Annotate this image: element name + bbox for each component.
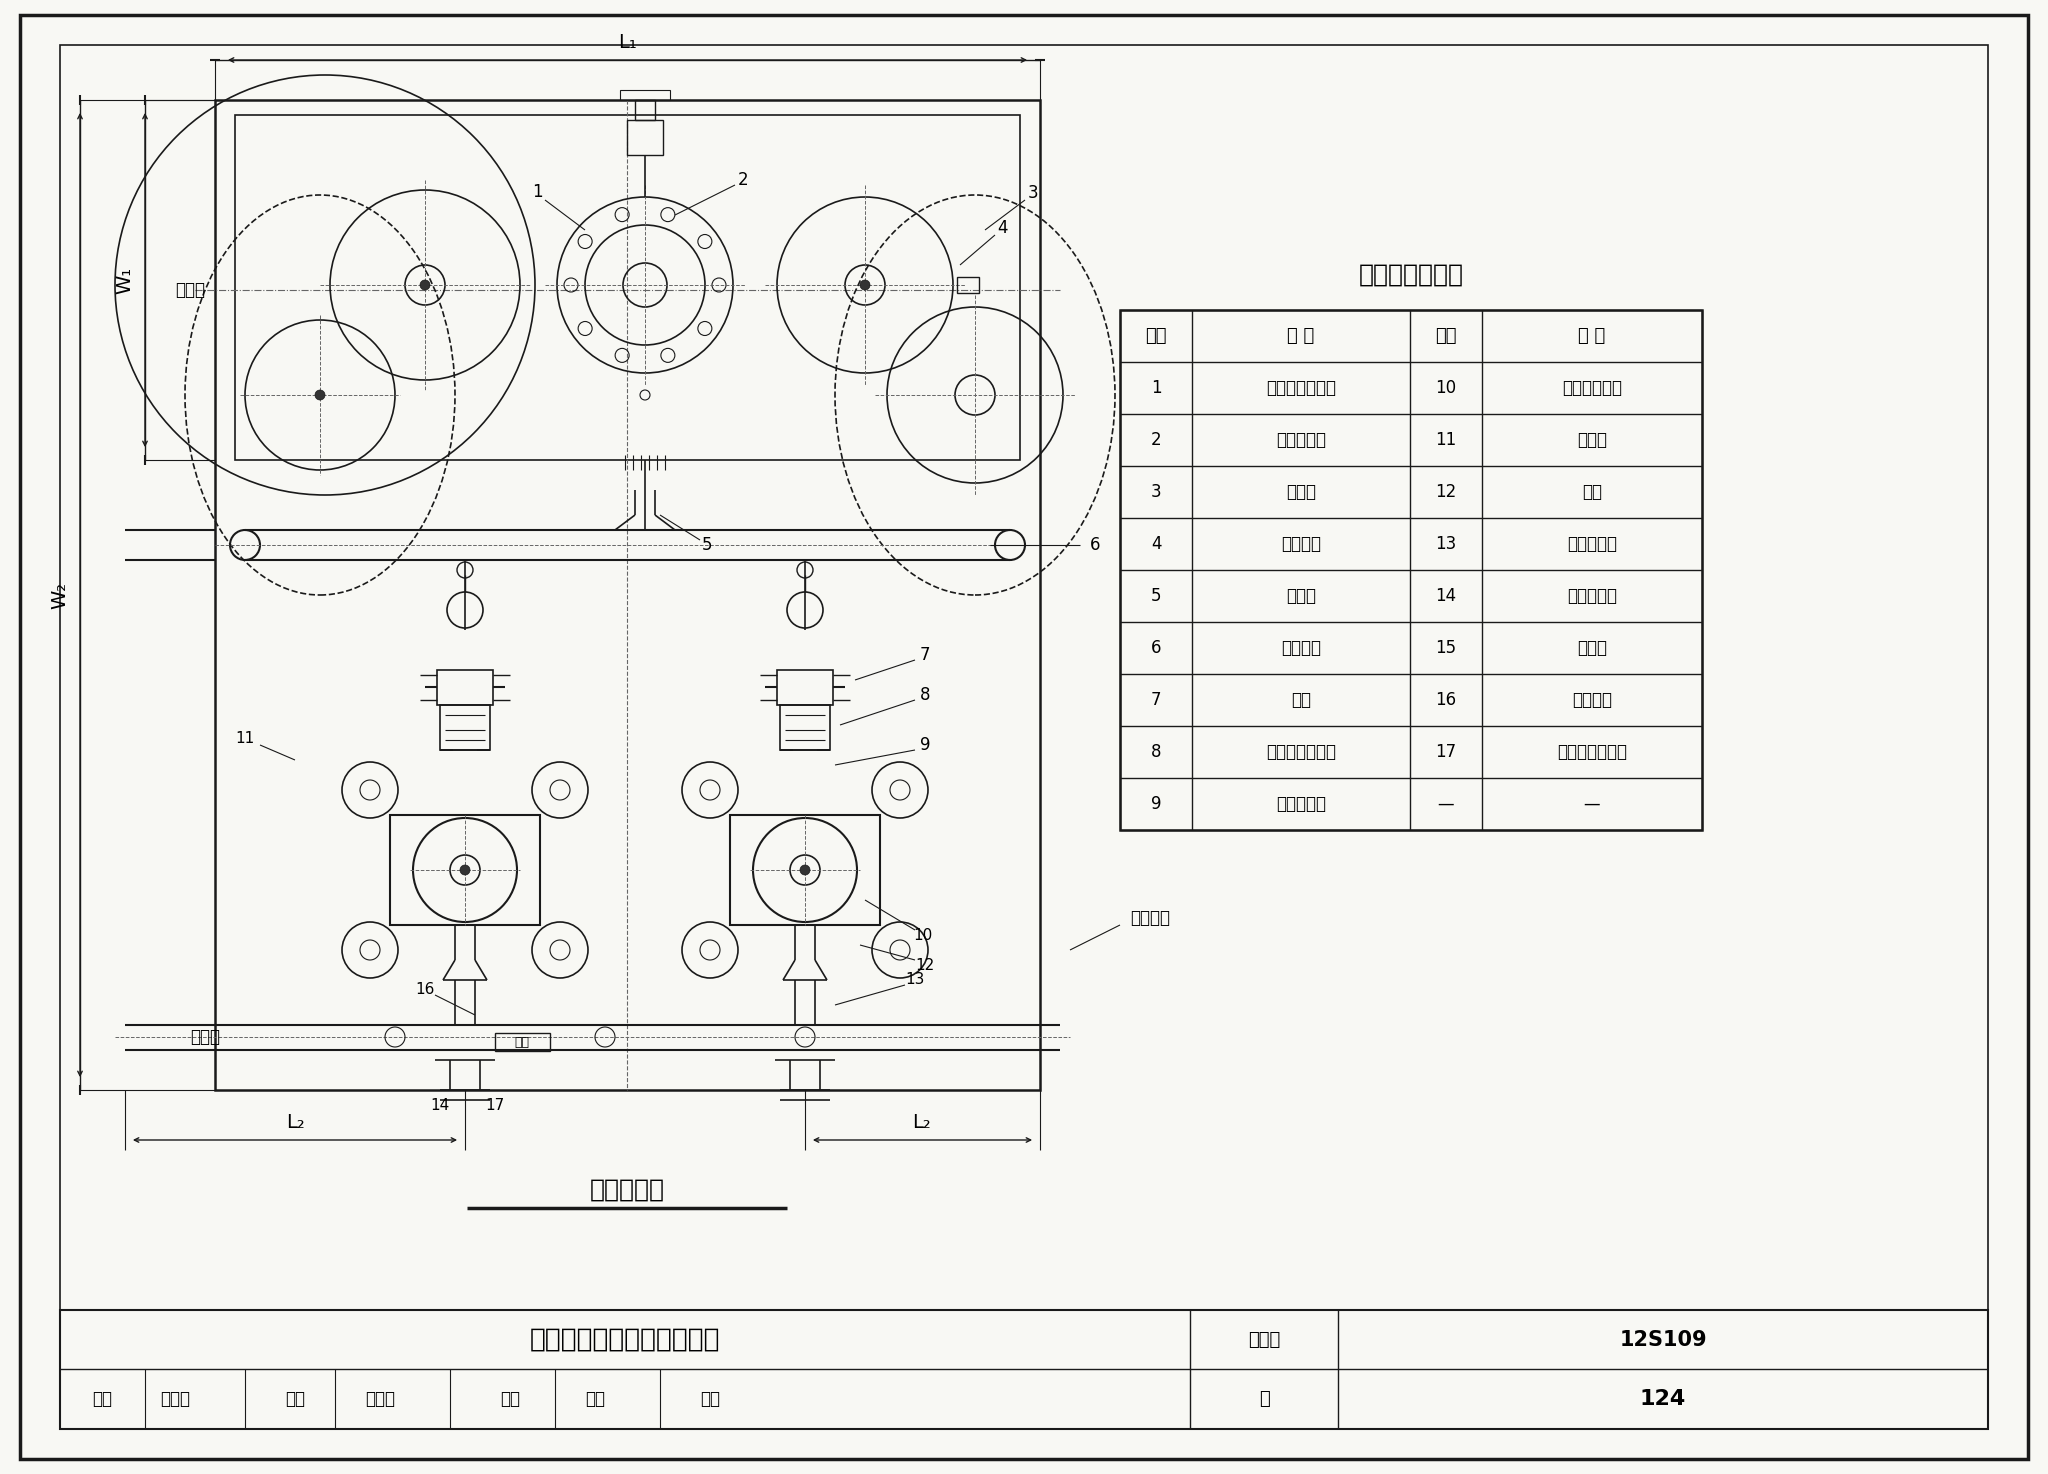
Text: 名 称: 名 称 [1579,327,1606,345]
Bar [436,671,494,705]
Text: 名 称: 名 称 [1288,327,1315,345]
Text: 排污口: 排污口 [1286,587,1317,604]
Circle shape [461,865,469,876]
Text: 17: 17 [1436,743,1456,761]
Text: 设备平面图: 设备平面图 [590,1178,664,1201]
Text: 可曲挠橡胶接头: 可曲挠橡胶接头 [1266,743,1335,761]
Text: 缓冲罐: 缓冲罐 [1286,483,1317,501]
Text: 偏心异径管: 偏心异径管 [1276,794,1325,814]
Text: 减振器: 减振器 [1577,430,1608,450]
Bar [389,815,541,926]
Bar [776,671,834,705]
Text: 2: 2 [1151,430,1161,450]
Text: —: — [1583,794,1599,814]
Bar [215,100,1040,1089]
Text: 出水干管: 出水干管 [1573,691,1612,709]
Text: 10: 10 [913,927,932,942]
Text: 页: 页 [1260,1390,1270,1408]
Bar [59,1310,1989,1428]
Text: 13: 13 [905,973,926,988]
Text: 就地压力表: 就地压力表 [1567,587,1618,604]
Text: 5: 5 [702,537,713,554]
Text: 标牌: 标牌 [514,1036,530,1048]
Text: 11: 11 [1436,430,1456,450]
Text: 进水压力传感器: 进水压力传感器 [1266,379,1335,397]
Text: 流量控制器: 流量控制器 [1276,430,1325,450]
Text: —: — [1438,794,1454,814]
Text: 13: 13 [1436,535,1456,553]
Bar [780,705,829,750]
Circle shape [315,391,326,399]
Text: 设计: 设计 [500,1390,520,1408]
Text: 15: 15 [1436,640,1456,657]
Text: 10: 10 [1436,379,1456,397]
Text: 工芳: 工芳 [700,1390,721,1408]
Circle shape [860,280,870,290]
Bar [635,100,655,119]
Text: 同心异径管: 同心异径管 [1567,535,1618,553]
Text: 变频调速泵组: 变频调速泵组 [1563,379,1622,397]
Text: 6: 6 [1151,640,1161,657]
Text: 图集号: 图集号 [1247,1331,1280,1349]
Text: 出水压力传感器: 出水压力传感器 [1556,743,1626,761]
Text: 王芳: 王芳 [586,1390,604,1408]
Text: 6: 6 [1090,537,1100,554]
Text: 8: 8 [1151,743,1161,761]
Circle shape [801,865,811,876]
Text: 3: 3 [1151,483,1161,501]
Text: 12S109: 12S109 [1620,1330,1706,1350]
Text: 9: 9 [920,736,930,755]
Text: 14: 14 [1436,587,1456,604]
Bar [956,277,979,293]
Text: 审核: 审核 [92,1390,113,1408]
Bar [236,115,1020,460]
Bar [440,705,489,750]
Text: 底盘: 底盘 [1581,483,1602,501]
Text: 4: 4 [997,220,1008,237]
Bar [621,90,670,100]
Text: 气压水罐: 气压水罐 [1280,535,1321,553]
Text: 1: 1 [1151,379,1161,397]
Text: 8: 8 [920,685,930,705]
Text: 7: 7 [1151,691,1161,709]
Text: 高位调蓄式供水设备平面图: 高位调蓄式供水设备平面图 [530,1327,721,1353]
Bar [729,815,881,926]
Text: 5: 5 [1151,587,1161,604]
Text: 124: 124 [1640,1389,1686,1409]
Bar [1120,310,1702,830]
Text: L₂: L₂ [913,1113,932,1132]
Text: 12: 12 [1436,483,1456,501]
Text: 设备组成名称表: 设备组成名称表 [1358,262,1464,287]
Text: 3: 3 [1028,184,1038,202]
Text: 14: 14 [430,1098,451,1113]
Text: 校对: 校对 [285,1390,305,1408]
Text: W₂: W₂ [51,581,70,609]
Text: 李海珠: 李海珠 [160,1390,190,1408]
Text: 4: 4 [1151,535,1161,553]
Text: 杜文欣: 杜文欣 [365,1390,395,1408]
Text: 16: 16 [416,983,434,998]
Text: 16: 16 [1436,691,1456,709]
Text: 17: 17 [485,1098,504,1113]
Text: 2: 2 [737,171,748,189]
Text: W₁: W₁ [115,267,135,293]
Text: 进水干管: 进水干管 [1280,640,1321,657]
Text: 1: 1 [532,183,543,200]
Text: 蝶阀: 蝶阀 [1290,691,1311,709]
Text: 7: 7 [920,646,930,663]
Text: 12: 12 [915,958,934,973]
Text: 序号: 序号 [1436,327,1456,345]
Text: L₁: L₁ [618,32,637,52]
Text: L₂: L₂ [285,1113,305,1132]
Bar [496,1033,551,1051]
Text: 设备基础: 设备基础 [1130,909,1169,927]
Bar [627,119,664,155]
Text: 序号: 序号 [1145,327,1167,345]
Text: 止回阀: 止回阀 [1577,640,1608,657]
Text: 出水口: 出水口 [190,1027,219,1047]
Text: 进水口: 进水口 [174,282,205,299]
Text: 9: 9 [1151,794,1161,814]
Circle shape [420,280,430,290]
Text: 11: 11 [236,731,254,746]
